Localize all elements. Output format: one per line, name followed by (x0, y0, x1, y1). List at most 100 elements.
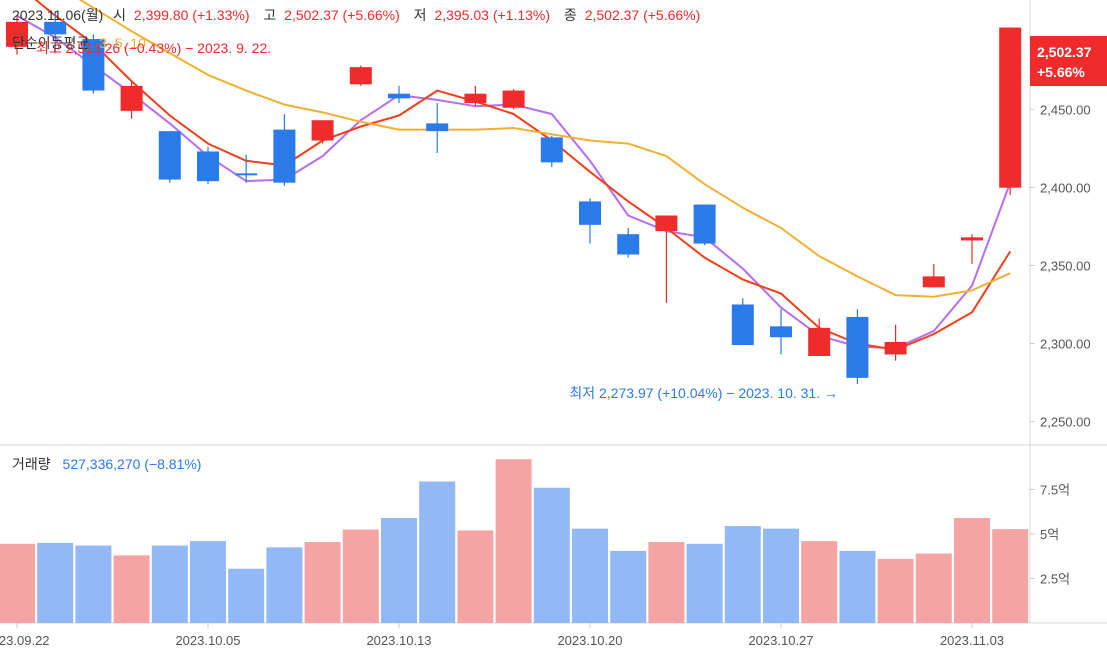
candle-body (388, 93, 410, 99)
candle-body (120, 85, 143, 111)
volume-bar (839, 550, 876, 623)
volume-tick-label: 5억 (1040, 527, 1059, 542)
candle (808, 318, 831, 356)
candle (273, 113, 296, 186)
candle-body (426, 123, 449, 132)
price-tick-label: 2,300.00 (1040, 337, 1091, 352)
volume-bar (419, 481, 456, 623)
candle (617, 227, 640, 258)
volume-legend: 거래량 527,336,270 (−8.81%) (12, 456, 201, 472)
date-axis-ticks: 2023.09.22 2023.10.05 2023.10.13 2023.10.20… (0, 623, 1004, 648)
price-axis-ticks: 2,250.00 2,300.00 2,350.00 2,400.00 2,450.00 (1030, 102, 1091, 430)
high-annotation: 최고 2,513.26 (−0.43%) − 2023. 9. 22. (36, 40, 271, 56)
candle-body (846, 316, 869, 378)
candle (846, 309, 869, 385)
candle (884, 324, 907, 361)
candle (311, 120, 334, 144)
volume-bar (915, 553, 952, 623)
date-tick-label: 2023.10.20 (557, 633, 622, 648)
candle-body (158, 131, 181, 180)
header-low-label: 저 (414, 7, 427, 23)
volume-tick-label: 2.5억 (1040, 572, 1070, 587)
volume-legend-value: 527,336,270 (−8.81%) (63, 456, 202, 472)
volume-tick-label: 7.5억 (1040, 483, 1070, 498)
volume-bar (151, 545, 188, 623)
candle (922, 263, 945, 288)
candle-body (44, 21, 67, 35)
volume-bar (954, 517, 990, 623)
header-date: 2023.11.06(월) (12, 7, 103, 23)
volume-bar (381, 517, 417, 623)
candle (540, 135, 563, 168)
date-tick-label: 2023.10.05 (175, 633, 240, 648)
low-annotation: 최저 2,273.97 (+10.04%) − 2023. 10. 31. → (569, 385, 838, 401)
candle-body (579, 201, 601, 225)
price-tick-label: 2,250.00 (1040, 415, 1091, 430)
candle-body (82, 39, 105, 91)
volume-bar (0, 543, 35, 623)
candle (120, 81, 143, 119)
candle-body (961, 237, 983, 241)
volume-bar (610, 550, 647, 623)
volume-bar (37, 542, 74, 623)
candle-body (922, 276, 945, 288)
volume-bar (533, 487, 570, 623)
candle (579, 198, 601, 244)
candle-body (502, 90, 525, 108)
candle (770, 309, 792, 355)
volume-bar (801, 541, 838, 623)
volume-legend-label: 거래량 (12, 456, 51, 472)
candle (961, 234, 983, 264)
ma-legend-periods: 3, 5, 10 (99, 35, 146, 51)
candle-body (617, 234, 640, 255)
candle (426, 103, 449, 154)
candle-body (464, 93, 487, 104)
header-low-value: 2,395.03 (+1.13%) (434, 7, 550, 23)
volume-bar (648, 542, 685, 623)
candle-body (731, 304, 754, 346)
candle (388, 85, 410, 104)
ma-legend-label: 단순이동평균 (12, 35, 89, 51)
candle (999, 27, 1022, 196)
candle (349, 65, 372, 86)
volume-bar (228, 568, 265, 623)
volume-bars (0, 459, 1029, 623)
header-high-value: 2,502.37 (+5.66%) (284, 7, 400, 23)
candle (44, 10, 67, 54)
candle (82, 34, 105, 94)
candle-body (349, 67, 372, 85)
date-tick-label: 2023.10.13 (366, 633, 431, 648)
header-close-value: 2,502.37 (+5.66%) (585, 7, 701, 23)
price-tick-label: 2,450.00 (1040, 102, 1091, 117)
volume-bar (113, 555, 150, 623)
moving-average-3-line (16, 14, 1012, 350)
price-badge-change: +5.66% (1037, 64, 1085, 80)
candle (731, 298, 754, 346)
date-tick-label: 2023.10.27 (748, 633, 813, 648)
volume-bar (572, 528, 608, 623)
candle (655, 215, 678, 303)
volume-bar (763, 528, 799, 623)
volume-bar (724, 525, 761, 623)
candle-body (235, 173, 258, 176)
candle-body (540, 137, 563, 163)
price-tick-label: 2,350.00 (1040, 258, 1091, 273)
candle-body (884, 341, 907, 355)
header-close-label: 종 (564, 7, 577, 23)
moving-average-5-line (34, 0, 1012, 351)
volume-bar (266, 547, 303, 623)
candle (693, 204, 716, 246)
header-high-label: 고 (263, 7, 276, 23)
candle-body (6, 21, 28, 47)
candle-body (655, 215, 678, 232)
candle (197, 146, 219, 185)
volume-bar (457, 530, 494, 623)
candle-body (197, 151, 219, 182)
volume-bar (877, 558, 914, 623)
volume-axis-ticks: 2.5억 5억 7.5억 (1030, 483, 1070, 587)
volume-bar (495, 459, 532, 623)
header-open-value: 2,399.80 (+1.33%) (134, 7, 250, 23)
date-tick-label: 2023.09.22 (0, 633, 50, 648)
candle (158, 131, 181, 183)
ma-legend: 단순이동평균 3, 5, 10 (12, 35, 146, 51)
